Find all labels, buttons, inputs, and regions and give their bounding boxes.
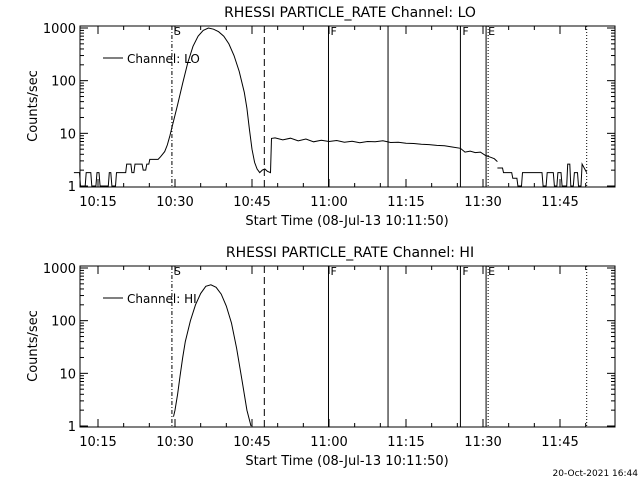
event-marker-label: E bbox=[488, 25, 495, 38]
y-tick-label: 10 bbox=[59, 367, 76, 382]
x-tick-label: 10:30 bbox=[156, 195, 193, 210]
event-marker-label: S bbox=[174, 265, 181, 278]
x-tick-label: 11:45 bbox=[541, 435, 578, 450]
event-marker-label: S bbox=[174, 25, 181, 38]
x-tick-label: 10:45 bbox=[233, 435, 270, 450]
event-marker-label: F bbox=[462, 265, 468, 278]
event-marker-label: F bbox=[330, 265, 336, 278]
panel-lo-frame bbox=[79, 25, 616, 188]
panel-lo: RHESSI PARTICLE_RATE Channel: LO Counts/… bbox=[26, 5, 616, 229]
event-marker-label: F bbox=[462, 25, 468, 38]
x-tick-label: 10:15 bbox=[79, 435, 116, 450]
footer-date: 20-Oct-2021 16:44 bbox=[553, 469, 639, 479]
x-tick-label: 11:15 bbox=[387, 195, 424, 210]
panel-lo-legend: Channel: LO bbox=[103, 52, 200, 66]
x-tick-label: 10:45 bbox=[233, 195, 270, 210]
panel-lo-title: RHESSI PARTICLE_RATE Channel: LO bbox=[224, 5, 476, 21]
y-tick-label: 1000 bbox=[43, 22, 76, 37]
panel-hi-legend-label: Channel: HI bbox=[127, 292, 197, 306]
event-marker-label: E bbox=[488, 265, 495, 278]
panel-lo-ticks: 1 10 100 1000 10:15 10:30 10:45 11:00 11:15 11:30… bbox=[43, 22, 615, 210]
panel-lo-series bbox=[73, 27, 588, 187]
panel-hi-series bbox=[173, 284, 252, 427]
x-tick-label: 11:30 bbox=[464, 195, 501, 210]
panel-hi: RHESSI PARTICLE_RATE Channel: HI Counts/… bbox=[26, 245, 616, 469]
panel-hi-frame bbox=[79, 265, 616, 428]
panel-hi-legend: Channel: HI bbox=[103, 292, 197, 306]
x-tick-label: 11:00 bbox=[310, 435, 347, 450]
panel-lo-legend-label: Channel: LO bbox=[127, 52, 200, 66]
panel-lo-y-axis-label: Counts/sec bbox=[26, 70, 41, 142]
x-tick-label: 11:15 bbox=[387, 435, 424, 450]
y-tick-label: 1 bbox=[68, 180, 76, 195]
panel-hi-x-axis-label: Start Time (08-Jul-13 10:11:50) bbox=[245, 454, 448, 469]
panel-hi-title: RHESSI PARTICLE_RATE Channel: HI bbox=[226, 245, 474, 261]
y-tick-label: 100 bbox=[51, 315, 76, 330]
series-line bbox=[173, 284, 252, 427]
panel-hi-y-axis-label: Counts/sec bbox=[26, 310, 41, 382]
y-tick-label: 1 bbox=[68, 420, 76, 435]
series-line bbox=[73, 27, 498, 187]
y-tick-label: 10 bbox=[59, 127, 76, 142]
x-tick-label: 11:00 bbox=[310, 195, 347, 210]
panel-lo-x-axis-label: Start Time (08-Jul-13 10:11:50) bbox=[245, 214, 448, 229]
y-tick-label: 1000 bbox=[43, 262, 76, 277]
series-line-tail bbox=[497, 162, 588, 187]
x-tick-label: 11:30 bbox=[464, 435, 501, 450]
y-tick-label: 100 bbox=[51, 75, 76, 90]
x-tick-label: 11:45 bbox=[541, 195, 578, 210]
x-tick-label: 10:15 bbox=[79, 195, 116, 210]
event-marker-label: F bbox=[330, 25, 336, 38]
panel-hi-ticks: 1 10 100 1000 10:15 10:30 10:45 11:00 11:15 11:30… bbox=[43, 262, 615, 450]
x-tick-label: 10:30 bbox=[156, 435, 193, 450]
